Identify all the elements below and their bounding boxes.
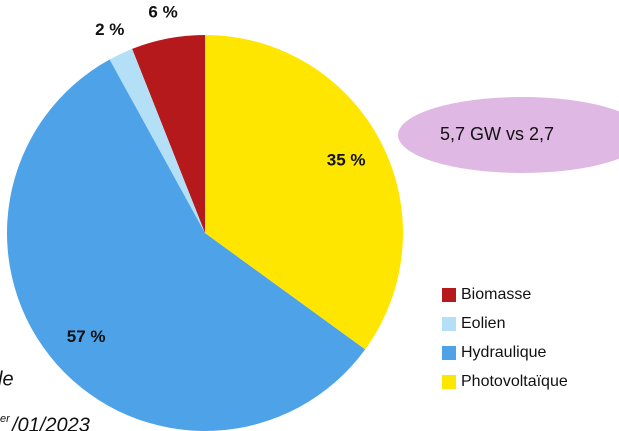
annotation-bubble: [398, 97, 619, 173]
data-label: 6 %: [148, 3, 177, 22]
annotation: le: [0, 368, 14, 390]
data-label: 2 %: [95, 20, 124, 39]
annotation: 5,7 GW vs 2,7: [440, 124, 554, 144]
legend-label: Eolien: [461, 315, 505, 332]
legend-swatch: [442, 375, 456, 389]
annotation: er: [0, 413, 11, 425]
pie-slice: [132, 35, 205, 233]
pie-slice: [7, 59, 366, 431]
data-label: 57 %: [67, 327, 106, 346]
pie: [7, 35, 403, 431]
data-label: 35 %: [327, 151, 366, 170]
legend-label: Biomasse: [461, 286, 531, 303]
legend-label: Hydraulique: [461, 344, 546, 361]
legend-swatch: [442, 288, 456, 302]
legend-swatch: [442, 317, 456, 331]
annotation: /01/2023: [10, 414, 90, 431]
legend-label: Photovoltaïque: [461, 373, 568, 390]
legend-swatch: [442, 346, 456, 360]
pie-slice: [205, 35, 403, 350]
pie-slice: [109, 48, 205, 234]
